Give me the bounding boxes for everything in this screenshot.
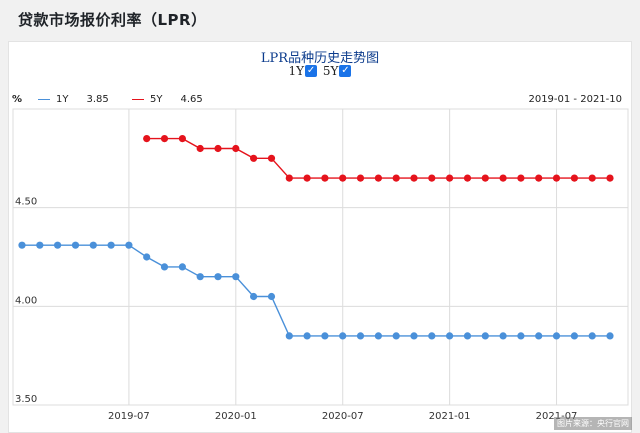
legend-5y-name: 5Y	[150, 94, 163, 105]
data-point-5y	[606, 174, 614, 182]
data-point-5y	[303, 174, 311, 182]
data-point-1y	[463, 332, 472, 340]
date-range-label: 2019-01 - 2021-10	[528, 94, 622, 105]
x-tick-label: 2020-01	[215, 411, 257, 422]
data-point-5y	[392, 174, 400, 182]
data-point-1y	[71, 241, 80, 249]
data-point-1y	[214, 273, 222, 281]
data-point-5y	[356, 174, 365, 182]
data-point-1y	[285, 332, 293, 340]
toggle-1y-label: 1Y	[288, 64, 305, 78]
data-point-5y	[428, 174, 436, 182]
data-point-1y	[356, 332, 365, 340]
data-point-5y	[285, 174, 293, 182]
data-point-5y	[570, 174, 579, 182]
series-1y	[18, 241, 614, 340]
data-point-1y	[54, 241, 62, 249]
series-line-1y	[22, 244, 610, 337]
data-point-1y	[267, 292, 276, 301]
data-point-1y	[428, 332, 436, 340]
data-point-5y	[499, 174, 507, 182]
watermark: 图片来源：央行官网	[554, 417, 632, 430]
series-5y	[143, 135, 614, 182]
data-point-5y	[535, 174, 543, 182]
chart-title: LPR品种历史走势图	[260, 51, 380, 66]
y-tick-label: 4.00	[15, 295, 37, 306]
legend-5y-value: 4.65	[180, 94, 203, 105]
legend-1y-value: 3.85	[86, 94, 109, 105]
page-title: 贷款市场报价利率（LPR）	[18, 11, 207, 29]
data-point-5y	[267, 154, 276, 162]
data-point-1y	[339, 332, 347, 340]
x-tick-label: 2019-07	[108, 411, 150, 422]
data-point-5y	[339, 174, 347, 182]
checkbox-checked-icon[interactable]: ✓	[305, 65, 318, 77]
data-point-5y	[250, 154, 258, 162]
checkbox-checked-icon[interactable]: ✓	[339, 65, 352, 77]
data-point-1y	[107, 241, 115, 249]
data-point-1y	[481, 332, 489, 340]
data-point-1y	[143, 253, 151, 261]
legend-1y: 1Y 3.85	[38, 94, 109, 105]
legend-1y-name: 1Y	[56, 94, 69, 105]
data-point-1y	[250, 292, 258, 301]
plot-frame	[12, 108, 629, 406]
x-tick-label: 2021-07	[536, 411, 578, 422]
data-point-5y	[481, 174, 489, 182]
data-point-1y	[18, 241, 26, 249]
x-tick-label: 2021-01	[429, 411, 471, 422]
data-point-5y	[374, 174, 382, 182]
data-point-1y	[410, 332, 418, 340]
data-point-5y	[552, 174, 561, 182]
data-point-1y	[178, 263, 186, 271]
data-point-5y	[160, 135, 169, 143]
data-point-1y	[499, 332, 507, 340]
data-point-1y	[321, 332, 329, 340]
legend-5y: 5Y 4.65	[132, 94, 203, 105]
y-tick-label: 4.50	[15, 197, 37, 208]
data-point-5y	[196, 144, 204, 153]
legend-5y-swatch	[132, 98, 144, 101]
data-point-1y	[606, 332, 614, 340]
data-point-5y	[178, 135, 186, 143]
data-point-1y	[570, 332, 579, 340]
legend-1y-swatch	[38, 98, 50, 101]
data-point-1y	[535, 332, 543, 340]
chart-panel	[8, 41, 632, 433]
data-point-1y	[125, 241, 133, 249]
series-toggles: 1Y ✓ 5Y ✓	[0, 64, 640, 78]
data-point-5y	[588, 174, 596, 182]
data-point-1y	[446, 332, 454, 340]
data-point-5y	[214, 144, 222, 153]
data-point-1y	[517, 332, 525, 340]
data-point-1y	[588, 332, 596, 340]
data-point-1y	[374, 332, 382, 340]
data-point-5y	[232, 144, 240, 153]
data-point-5y	[143, 135, 151, 143]
toggle-5y[interactable]: 5Y ✓	[323, 64, 352, 78]
data-point-5y	[446, 174, 454, 182]
data-point-1y	[89, 241, 97, 249]
data-point-1y	[196, 273, 204, 281]
data-point-5y	[517, 174, 525, 182]
toggle-5y-label: 5Y	[322, 64, 339, 78]
data-point-1y	[392, 332, 400, 340]
data-point-1y	[160, 263, 169, 271]
data-point-1y	[303, 332, 311, 340]
data-point-5y	[463, 174, 472, 182]
unit-label: %	[12, 94, 23, 105]
toggle-1y[interactable]: 1Y ✓	[289, 64, 318, 78]
x-tick-label: 2020-07	[322, 411, 364, 422]
data-point-1y	[232, 273, 240, 281]
data-point-5y	[321, 174, 329, 182]
data-point-1y	[36, 241, 44, 249]
data-point-1y	[552, 332, 561, 340]
data-point-5y	[410, 174, 418, 182]
y-tick-label: 3.50	[15, 394, 37, 405]
series-line-5y	[146, 137, 610, 179]
